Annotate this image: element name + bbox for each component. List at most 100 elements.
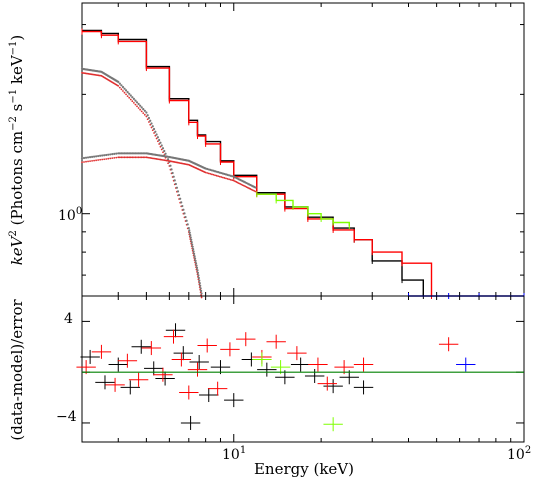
spectrum-model-point-red [225, 177, 227, 180]
spectrum-model-point-red [126, 95, 129, 98]
spectrum-model-point-red [142, 156, 145, 159]
spectrum-model-point-red [158, 143, 161, 145]
residuals-frame [81, 295, 525, 443]
spectrum-model-point [254, 186, 257, 189]
spectrum-model-point-red [150, 126, 153, 129]
spectrum-model-point-red [122, 156, 124, 159]
spectrum-model-point [194, 259, 197, 262]
spectrum-model-point [135, 152, 139, 155]
spectrum-model-point [128, 92, 131, 95]
spectrum-model-point-red [155, 137, 158, 140]
spectrum-model-point-red [215, 174, 218, 177]
spectrum-model-point [176, 190, 180, 193]
spectrum-model-point-red [143, 156, 146, 159]
spectrum-model-point-red [89, 160, 91, 163]
spectrum-model-point [159, 141, 162, 144]
spectrum-model-point-red [97, 159, 100, 161]
spectrum-model-point [193, 252, 196, 255]
spectrum-panel [80, 2, 525, 299]
spectrum-model-point [101, 154, 104, 157]
spectrum-model-point-red [151, 129, 154, 132]
spectrum-model-point [97, 154, 100, 158]
spectrum-model-point [135, 101, 139, 104]
spectrum-model-point [193, 255, 196, 258]
spectrum-model-point [123, 152, 126, 155]
spectrum-model-point [107, 153, 110, 156]
spectrum-model-point-red [217, 175, 220, 178]
spectrum-model-point [151, 125, 154, 128]
spectrum-model-point [132, 97, 135, 101]
spectrum-model-point-red [137, 107, 140, 109]
spectrum-model-point [131, 152, 134, 155]
spectrum-model-point [196, 269, 199, 272]
spectrum-model-point [132, 152, 135, 155]
spectrum-model-point [142, 152, 145, 155]
spectrum-model-point [123, 87, 126, 90]
spectrum-series-line [256, 193, 350, 227]
spectrum-model-point-red [95, 159, 98, 162]
spectrum-model-point [189, 236, 192, 239]
spectrum-model-point [160, 144, 163, 147]
spectrum-model-point-red [128, 96, 131, 99]
spectrum-model-point [187, 226, 190, 230]
spectrum-model-point [118, 82, 121, 85]
spectrum-model-point-red [143, 113, 146, 116]
spectrum-model-point [117, 80, 120, 84]
spectrum-model-point [196, 271, 200, 274]
spectrum-model-point-red [142, 112, 145, 114]
spectrum-model-point-red [103, 158, 106, 161]
spectrum-model-point [171, 171, 174, 175]
spectrum-model-point [149, 119, 152, 122]
spectrum-model-point-red [167, 162, 169, 165]
spectrum-model-point [140, 152, 143, 155]
spectrum-model-point-red [140, 156, 143, 159]
spectrum-model-point [200, 289, 203, 292]
spectrum-model-point [170, 168, 173, 171]
spectrum-model-point [179, 197, 182, 200]
spectrum-model-point-red [212, 173, 215, 176]
spectrum-model-point-red [113, 156, 116, 159]
spectrum-model-point [129, 152, 132, 155]
spectrum-model-point-red [226, 177, 229, 180]
spectrum-model-point [143, 109, 146, 112]
spectrum-model-point-red [228, 178, 230, 181]
spectrum-model-point [174, 182, 177, 186]
spectrum-model-point-red [111, 157, 114, 160]
spectrum-model-point [188, 229, 191, 232]
x-tick-label-10: 101 [222, 445, 246, 463]
spectrum-model-point [118, 152, 121, 155]
spectrum-model-point [150, 122, 153, 125]
spectrum-model-point [124, 89, 128, 92]
spectrum-model-point [121, 85, 125, 89]
spectrum-model-point-red [221, 176, 224, 179]
spectrum-model-point-red [137, 156, 140, 159]
spectrum-model-point [197, 276, 200, 280]
spectrum-model-point-red [139, 108, 142, 111]
spectrum-model-point [115, 152, 118, 155]
spectrum-model-point-red [87, 160, 89, 163]
spectrum-model-point [156, 136, 159, 139]
spectrum-model-point-red [120, 156, 123, 159]
spectrum-model-point [185, 219, 188, 222]
spectrum-model-point-red [125, 156, 127, 159]
spectrum-model-point [90, 155, 94, 158]
spectrum-model-point-red [101, 158, 104, 161]
spectrum-model-point [109, 153, 112, 156]
spectrum-model-point-red [123, 91, 126, 94]
spectrum-model-point [175, 186, 179, 189]
spectrum-model-point [145, 111, 148, 114]
spectrum-y-tick-label: 100 [58, 206, 82, 224]
spectrum-model-point [82, 156, 86, 160]
spectrum-model-point-red [139, 156, 142, 159]
spectrum-model-point-red [154, 134, 157, 137]
axis-labels: 100 4 −4 101 102 Energy (keV) (data-mode… [8, 35, 531, 478]
spectrum-model-point [155, 133, 158, 136]
spectrum-model-point-red [117, 156, 120, 159]
spectrum-model-point [164, 152, 167, 155]
spectrum-model-point [191, 243, 194, 246]
spectrum-model-point [177, 193, 181, 197]
residuals-y-tick-4: 4 [64, 311, 73, 327]
spectrum-model-point [190, 241, 193, 244]
spectrum-model-point [84, 156, 88, 159]
spectrum-model-point [105, 153, 108, 157]
